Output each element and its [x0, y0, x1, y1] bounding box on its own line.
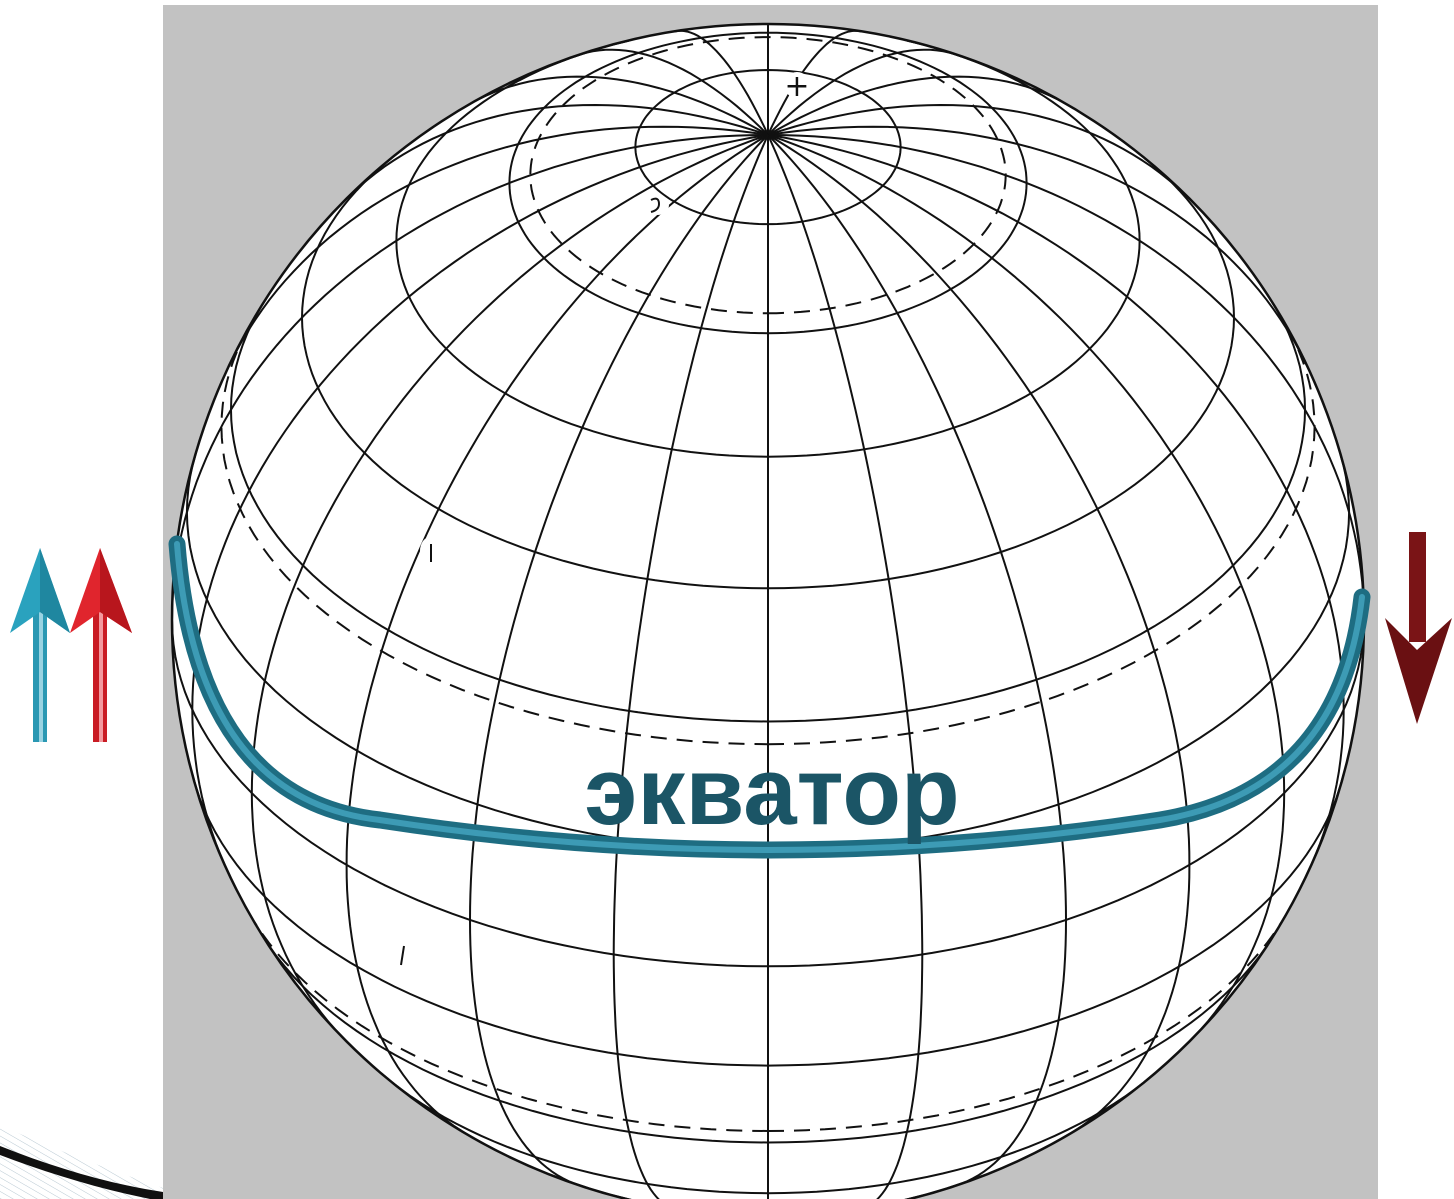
dark-red-down-arrow [1385, 532, 1452, 724]
meridian-line [250, 133, 769, 1046]
meridian-line [767, 48, 962, 136]
meridian-line [767, 134, 924, 1199]
meridian-line [767, 134, 1068, 1187]
meridian-line [767, 134, 1191, 1137]
dashed-circle [767, 327, 1316, 746]
globe-grid [172, 24, 1364, 1199]
parallel-line [508, 31, 1028, 335]
meridian-line [673, 29, 769, 136]
meridian-line [172, 133, 769, 633]
meridian-line [574, 48, 769, 136]
parallel-line [767, 774, 1345, 1067]
equator-arc [168, 535, 1371, 859]
parallel-line [381, 1073, 769, 1195]
parallel-line [185, 453, 769, 851]
meridian-line [612, 134, 769, 1199]
meridian-line [767, 125, 1312, 375]
parallel-line [634, 68, 902, 226]
meridian-lines [172, 24, 1364, 1199]
small-marks [398, 195, 669, 972]
parallel-line [767, 1073, 1155, 1195]
equator-label: экватор [584, 738, 959, 845]
parallel-line [767, 453, 1351, 851]
parallel-line [767, 936, 1274, 1144]
red-up-arrow [70, 548, 132, 742]
parallel-line [300, 157, 769, 590]
meridian-line [191, 133, 769, 878]
parallel-line [767, 619, 1364, 968]
dashed-circle [529, 36, 1007, 315]
meridian-line [224, 125, 769, 375]
parallel-line [767, 302, 1307, 723]
parallel-line [229, 302, 769, 723]
parallel-line [767, 39, 1141, 458]
meridian-line [767, 29, 863, 136]
corner-swoosh-decoration [0, 1125, 163, 1199]
dashed-circles [220, 36, 1316, 1132]
meridian-line [345, 134, 769, 1137]
blue-up-arrow [10, 548, 70, 742]
parallel-line [395, 39, 769, 458]
pole-plus-sign: + [784, 69, 809, 104]
parallel-line [581, 1185, 769, 1199]
parallel-line [767, 157, 1236, 590]
meridian-line [341, 103, 769, 204]
meridian-line [767, 133, 1345, 878]
parallel-line [172, 619, 769, 968]
dashed-circle [220, 327, 769, 746]
parallel-line [262, 936, 769, 1144]
meridian-line [767, 103, 1195, 204]
parallel-line [767, 1185, 955, 1199]
dashed-circle [247, 911, 769, 1132]
meridian-line [767, 133, 1364, 633]
dashed-circle [767, 911, 1289, 1132]
parallel-lines [172, 31, 1364, 1199]
meridian-line [767, 133, 1286, 1046]
pole-marker: + [784, 69, 810, 104]
parallel-line [191, 774, 769, 1067]
